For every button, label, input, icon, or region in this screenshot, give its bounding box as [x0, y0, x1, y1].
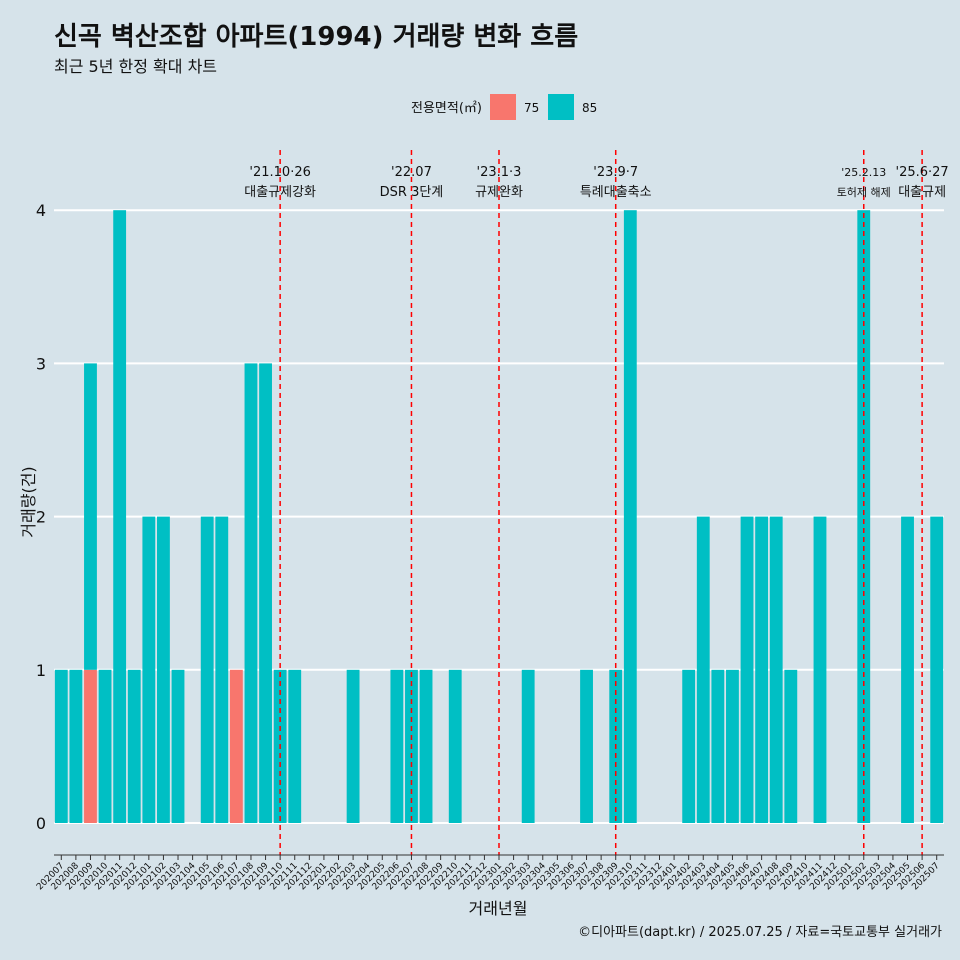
bar-85-202208 [419, 669, 433, 823]
event-date-label: '25.2.13 [841, 166, 886, 179]
bar-85-202405 [726, 669, 739, 823]
legend-swatch-75 [490, 94, 516, 120]
bar-85-202109 [259, 363, 272, 823]
axes: 2020072020082020092020102020112020122021… [35, 854, 944, 892]
bar-85-202007 [54, 669, 68, 823]
event-label: 특례대출축소 [580, 185, 652, 200]
bar-85-202102 [157, 516, 170, 823]
bar-85-202105 [200, 516, 214, 823]
legend-label-75: 75 [524, 101, 539, 115]
event-label: 규제완화 [475, 185, 523, 200]
chart-subtitle: 최근 5년 한정 확대 차트 [54, 57, 218, 76]
legend-label-85: 85 [582, 101, 597, 115]
bar-85-202303 [521, 669, 535, 823]
bar-75-202009 [84, 669, 97, 823]
event-label: 대출규제 [898, 185, 946, 200]
event-date-label: '23.1·3 [477, 165, 522, 180]
annotations: '21.10·26 대출규제강화 '22.07 DSR 3단계 '23.1·3 규제완화 '… [244, 150, 949, 855]
bar-85-202409 [784, 669, 798, 823]
bar-85-202505 [901, 516, 914, 823]
bar-85-202404 [711, 669, 725, 823]
bars [54, 210, 944, 823]
bar-85-202402 [682, 669, 696, 823]
legend-swatch-85 [548, 94, 574, 120]
y-tick-label: 4 [36, 201, 46, 220]
bar-85-202310 [623, 210, 637, 823]
bar-85-202009 [84, 363, 97, 670]
bar-85-202111 [288, 669, 302, 823]
bar-85-202210 [448, 669, 462, 823]
source-caption: ©디아파트(dapt.kr) / 2025.07.25 / 자료=국토교통부 실… [578, 925, 942, 940]
bar-85-202011 [113, 210, 127, 823]
bar-85-202407 [755, 516, 769, 823]
event-date-label: '23.9·7 [593, 165, 638, 180]
y-tick-label: 2 [36, 508, 46, 527]
bar-85-202411 [813, 516, 827, 823]
chart-title: 신곡 벽산조합 아파트(1994) 거래량 변화 흐름 [54, 22, 579, 52]
y-axis-label: 거래량(건) [19, 466, 38, 537]
bar-85-202008 [69, 669, 83, 823]
event-date-label: '22.07 [391, 165, 432, 180]
bar-85-202507 [930, 516, 944, 823]
bar-85-202010 [98, 669, 112, 823]
bar-85-202502 [857, 210, 871, 823]
bar-85-202408 [769, 516, 783, 823]
bar-85-202101 [142, 516, 156, 823]
legend-title: 전용면적(㎡) [411, 101, 482, 116]
bar-85-202203 [346, 669, 360, 823]
y-tick-label: 0 [36, 814, 46, 833]
event-date-label: '25.6·27 [896, 165, 949, 180]
event-date-label: '21.10·26 [249, 165, 310, 180]
y-tick-label: 3 [36, 354, 46, 373]
bar-85-202012 [127, 669, 141, 823]
legend: 전용면적(㎡) 75 85 [411, 94, 597, 120]
event-label: DSR 3단계 [380, 185, 444, 200]
bar-85-202106 [215, 516, 229, 823]
bar-75-202107 [229, 669, 243, 823]
bar-85-202103 [171, 669, 185, 823]
bar-85-202206 [390, 669, 404, 823]
event-label: 대출규제강화 [244, 185, 316, 200]
event-label: 토허제 해제 [837, 185, 891, 199]
x-axis-label: 거래년월 [469, 899, 528, 918]
y-tick-label: 1 [36, 661, 46, 680]
bar-85-202108 [244, 363, 258, 823]
bar-85-202307 [580, 669, 593, 823]
bar-85-202406 [740, 516, 754, 823]
bar-85-202403 [696, 516, 710, 823]
